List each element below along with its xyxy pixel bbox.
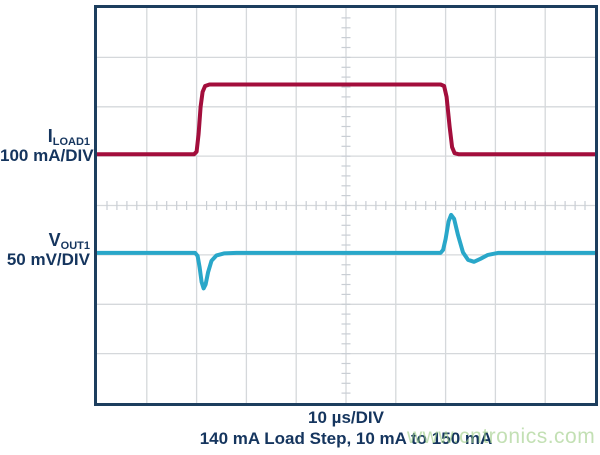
vout1-symbol: V (48, 230, 61, 250)
trace-label-iload1: ILOAD1 100 mA/DIV (0, 126, 94, 166)
vout1-subscript: OUT1 (60, 240, 90, 252)
caption: 10 µs/DIV 140 mA Load Step, 10 mA to 150… (94, 407, 598, 449)
caption-description: 140 mA Load Step, 10 mA to 150 mA (199, 429, 493, 448)
caption-timebase: 10 µs/DIV (308, 408, 384, 427)
scope-graticule (94, 5, 598, 406)
iload1-scale: 100 mA/DIV (0, 146, 94, 165)
iload1-subscript: LOAD1 (52, 136, 90, 148)
scope-plot (97, 8, 595, 403)
vout1-symbol-line: VOUT1 (0, 230, 90, 252)
iload1-symbol-line: ILOAD1 (0, 126, 90, 148)
iload1-symbol: I (47, 126, 53, 146)
trace-label-vout1: VOUT1 50 mV/DIV (0, 230, 90, 270)
vout1-scale: 50 mV/DIV (6, 250, 90, 269)
